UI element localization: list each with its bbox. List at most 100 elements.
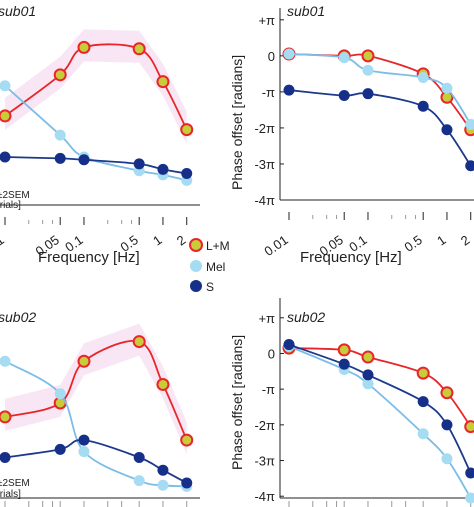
legend-marker-lm: [189, 238, 203, 252]
band-note-sub01-line1: ±2SEM: [0, 190, 30, 201]
xtick-label: 1: [434, 232, 449, 248]
data-point-s: [465, 160, 474, 172]
data-point-mel: [441, 82, 453, 94]
data-point-s: [465, 467, 474, 479]
data-point-s: [133, 451, 145, 463]
data-point-lm: [77, 354, 91, 368]
xtick-label: 1: [150, 232, 165, 248]
data-point-mel: [338, 52, 350, 64]
panel-sub01_amp: 0.01 0.05 0.1 0.5 1 2: [0, 29, 194, 259]
data-point-lm: [156, 377, 170, 391]
data-point-s: [78, 434, 90, 446]
ytick-label: -4π: [254, 193, 275, 208]
data-point-s: [157, 163, 169, 175]
band-note-sub02-line1: ±2SEM: [0, 478, 30, 489]
data-point-s: [0, 451, 11, 463]
data-point-mel: [157, 479, 169, 491]
data-point-lm: [361, 49, 375, 63]
ytick-label: -4π: [254, 489, 275, 504]
xtick-label: 0.5: [401, 232, 424, 255]
data-point-lm: [0, 410, 12, 424]
legend-marker-mel: [190, 260, 202, 272]
data-point-s: [338, 89, 350, 101]
data-point-mel: [417, 428, 429, 440]
data-point-s: [417, 396, 429, 408]
data-point-lm: [132, 42, 146, 56]
ylabel-sub01-phase: Phase offset [radians]: [229, 55, 245, 190]
data-point-s: [0, 151, 11, 163]
data-point-lm: [77, 40, 91, 54]
data-point-mel: [465, 492, 474, 504]
data-point-s: [181, 167, 193, 179]
xlabel-sub01-amp: Frequency [Hz]: [38, 249, 140, 266]
data-point-s: [54, 152, 66, 164]
xtick-label: 0.01: [261, 232, 290, 259]
data-point-mel: [441, 453, 453, 465]
data-point-s: [181, 477, 193, 489]
data-point-lm: [440, 386, 454, 400]
legend-label-lm: L+M: [206, 239, 230, 253]
xtick-label: 0.01: [0, 232, 7, 259]
ytick-label: -3π: [254, 157, 275, 172]
title-sub02-amp: sub02: [0, 309, 36, 325]
data-point-mel: [0, 355, 11, 367]
data-point-lm: [180, 433, 194, 447]
band-note-sub01-line2: trials]: [0, 200, 21, 211]
data-point-s: [338, 358, 350, 370]
data-point-s: [157, 464, 169, 476]
sem-band-sub02_amp: [5, 323, 187, 455]
data-point-lm: [361, 350, 375, 364]
data-point-s: [54, 443, 66, 455]
data-point-lm: [0, 109, 12, 123]
data-point-s: [133, 158, 145, 170]
data-point-lm: [464, 420, 474, 434]
data-point-lm: [53, 68, 67, 82]
data-point-s: [362, 88, 374, 100]
ytick-label: +π: [258, 13, 275, 28]
data-point-mel: [417, 71, 429, 83]
legend-label-s: S: [206, 280, 214, 294]
sem-band-sub01_amp: [5, 29, 187, 144]
xtick-label: 2: [174, 232, 189, 248]
xtick-label: 2: [458, 232, 473, 248]
axes-sub01-phase: [279, 8, 474, 201]
data-point-mel: [133, 475, 145, 487]
legend-label-mel: Mel: [206, 260, 225, 274]
data-point-mel: [465, 118, 474, 130]
ytick-label: 0: [268, 49, 275, 64]
ylabel-sub02-phase: Phase offset [radians]: [229, 335, 245, 470]
data-point-s: [417, 100, 429, 112]
axes-sub02-phase: [279, 298, 474, 499]
data-point-mel: [0, 80, 11, 92]
data-point-s: [362, 369, 374, 381]
panel-sub01_phase: +π0-π-2π-3π-4π0.01 0.05 0.1 0.5 1 2: [254, 13, 474, 259]
data-point-mel: [362, 378, 374, 390]
ytick-label: -2π: [254, 418, 275, 433]
data-point-mel: [78, 446, 90, 458]
ytick-label: +π: [258, 311, 275, 326]
data-point-lm: [132, 335, 146, 349]
data-point-lm: [156, 75, 170, 89]
ytick-label: -3π: [254, 454, 275, 469]
data-point-lm: [337, 343, 351, 357]
data-point-s: [283, 339, 295, 351]
title-sub01-phase: sub01: [287, 3, 325, 19]
title-sub01-amp: sub01: [0, 3, 36, 19]
data-point-lm: [180, 123, 194, 137]
legend: L+M Mel S: [189, 238, 230, 294]
ytick-label: 0: [268, 346, 275, 361]
panel-sub02_phase: +π 0 -π -2π -3π -4π: [254, 311, 474, 507]
chart-marks: 0.01 0.05 0.1 0.5 1 2+π0-π-2π-3π-4π0.01 0.05 0.…: [0, 13, 474, 507]
data-point-mel: [54, 129, 66, 141]
data-point-mel: [283, 48, 295, 60]
ytick-label: -2π: [254, 121, 275, 136]
data-point-s: [441, 124, 453, 136]
panel-sub02_amp: [0, 323, 194, 507]
ytick-label: -π: [262, 382, 275, 397]
data-point-mel: [54, 388, 66, 400]
band-note-sub02-line2: trials]: [0, 489, 21, 500]
data-point-s: [283, 84, 295, 96]
data-point-s: [441, 419, 453, 431]
data-point-s: [78, 154, 90, 166]
